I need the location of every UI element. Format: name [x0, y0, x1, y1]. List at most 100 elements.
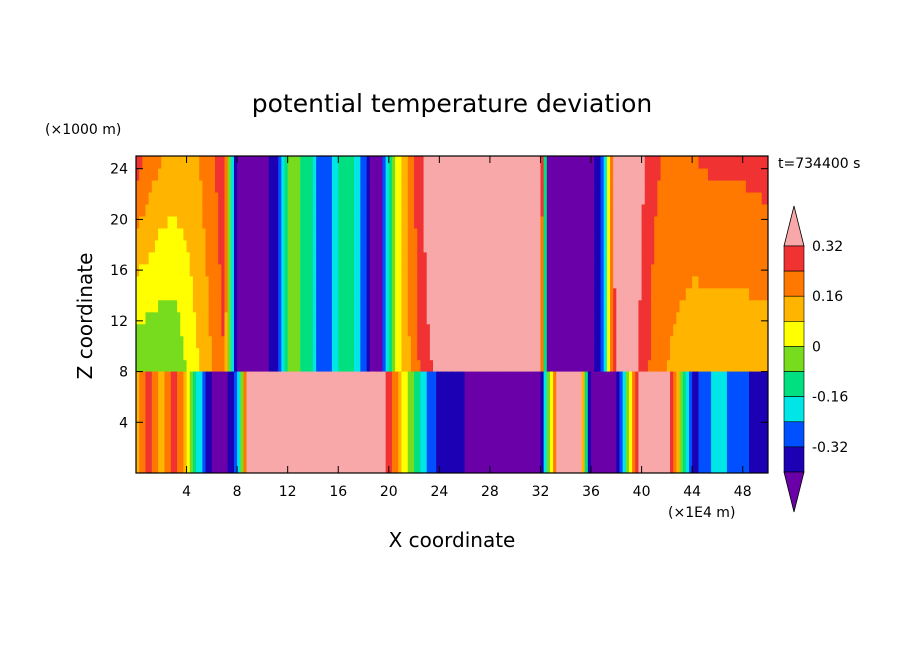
field-cell — [546, 251, 551, 265]
field-cell — [294, 215, 298, 229]
field-cell — [249, 263, 254, 277]
field-cell — [183, 359, 188, 373]
field-cell — [224, 359, 229, 373]
field-cell — [477, 335, 482, 349]
field-cell — [259, 263, 263, 277]
field-cell — [417, 179, 421, 193]
field-cell — [752, 227, 756, 241]
field-cell — [252, 227, 257, 241]
field-cell — [224, 299, 229, 313]
field-cell — [556, 275, 561, 289]
field-cell — [290, 299, 295, 313]
field-cell — [186, 347, 191, 361]
field-cell — [745, 359, 750, 373]
field-cell — [508, 311, 513, 325]
field-cell — [458, 156, 463, 169]
field-cell — [391, 299, 396, 313]
field-cell — [480, 239, 485, 253]
field-cell — [610, 227, 614, 241]
field-cell — [458, 215, 463, 229]
field-cell — [502, 287, 507, 301]
field-cell — [189, 263, 194, 277]
x-tick-label: 48 — [734, 484, 752, 500]
field-cell — [575, 251, 579, 265]
field-cell — [635, 347, 640, 361]
field-cell — [388, 239, 393, 253]
field-cell — [461, 191, 466, 205]
field-cell — [742, 323, 747, 337]
field-cell — [553, 347, 557, 361]
field-cell — [477, 275, 482, 289]
field-cell — [354, 179, 358, 193]
field-cell — [404, 299, 409, 313]
field-cell — [281, 311, 286, 325]
field-cell — [581, 179, 586, 193]
field-cell — [733, 227, 737, 241]
field-cell — [635, 311, 640, 325]
field-cell — [278, 287, 282, 301]
field-cell — [423, 239, 428, 253]
field-cell — [297, 203, 301, 217]
field-cell — [158, 335, 162, 349]
field-cell — [562, 287, 567, 301]
field-cell — [527, 323, 532, 337]
field-cell — [395, 227, 399, 241]
field-cell — [695, 359, 700, 373]
field-cell — [534, 251, 538, 265]
field-cell — [208, 275, 213, 289]
field-cell — [205, 287, 210, 301]
field-cell — [625, 275, 630, 289]
field-cell — [670, 215, 674, 229]
field-cell — [553, 227, 557, 241]
field-cell — [635, 359, 640, 373]
field-cell — [591, 251, 595, 265]
field-cell — [622, 191, 627, 205]
field-cell — [628, 323, 633, 337]
field-cell — [246, 251, 251, 265]
field-cell — [489, 179, 494, 193]
field-cell — [657, 179, 662, 193]
field-cell — [584, 191, 589, 205]
field-cell — [436, 371, 440, 473]
field-cell — [287, 167, 292, 181]
field-cell — [689, 263, 693, 277]
field-cell — [556, 167, 561, 181]
field-cell — [170, 227, 175, 241]
field-cell — [309, 359, 314, 373]
field-cell — [357, 311, 361, 325]
field-cell — [436, 347, 440, 361]
field-cell — [354, 227, 358, 241]
field-cell — [306, 156, 311, 169]
field-cell — [357, 299, 361, 313]
field-cell — [221, 311, 226, 325]
field-cell — [136, 239, 140, 253]
field-cell — [651, 251, 655, 265]
field-cell — [467, 311, 472, 325]
field-cell — [584, 203, 589, 217]
field-cell — [366, 156, 371, 169]
field-cell — [151, 299, 156, 313]
field-cell — [347, 203, 352, 217]
field-cell — [764, 251, 768, 265]
field-cell — [720, 335, 725, 349]
field-cell — [695, 179, 700, 193]
field-cell — [376, 359, 380, 373]
field-cell — [508, 167, 513, 181]
field-cell — [714, 359, 719, 373]
field-cell — [369, 359, 374, 373]
x-tick-label: 8 — [233, 484, 242, 500]
field-cell — [252, 239, 257, 253]
field-cell — [262, 371, 267, 473]
field-cell — [676, 359, 681, 373]
field-cell — [673, 335, 677, 349]
field-cell — [363, 251, 368, 265]
field-cell — [470, 239, 475, 253]
field-cell — [638, 156, 643, 169]
field-cell — [429, 191, 434, 205]
field-cell — [297, 227, 301, 241]
field-cell — [227, 191, 232, 205]
field-cell — [173, 287, 178, 301]
field-cell — [278, 203, 282, 217]
field-cell — [461, 167, 466, 181]
field-cell — [303, 203, 308, 217]
